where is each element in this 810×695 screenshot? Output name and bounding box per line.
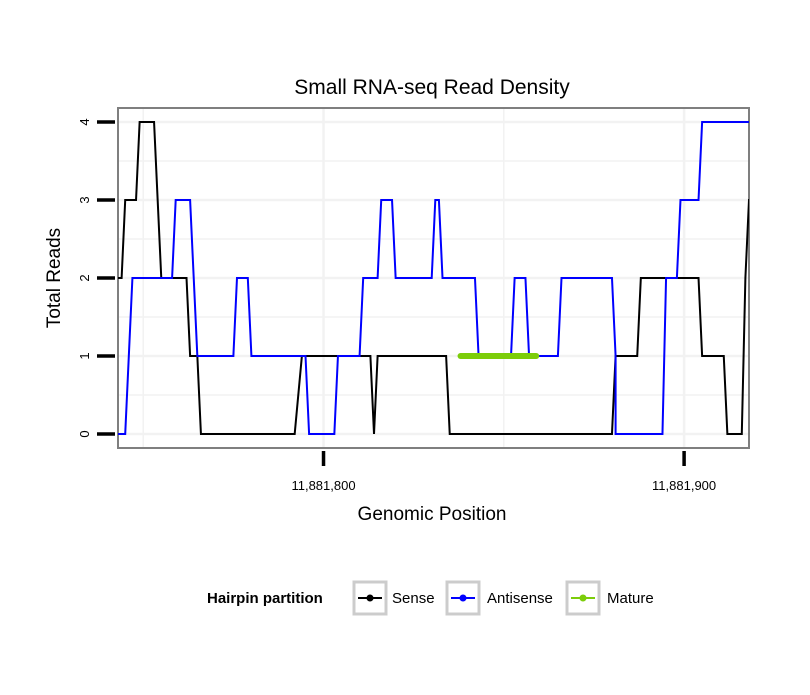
chart-title: Small RNA-seq Read Density	[294, 76, 570, 99]
series-layer	[118, 121, 749, 435]
y-tick-label: 1	[77, 352, 92, 359]
legend-item-sense: Sense	[352, 580, 435, 616]
series-line-antisense	[118, 121, 749, 435]
y-tick-label: 4	[77, 118, 92, 125]
y-tick-label: 0	[77, 430, 92, 437]
y-axis: 0 1 2 3 4	[77, 118, 115, 438]
legend-title: Hairpin partition	[207, 590, 323, 607]
x-tick-label: 11,881,900	[652, 478, 716, 493]
legend-label: Antisense	[487, 590, 553, 607]
x-tick-label: 11,881,800	[291, 478, 355, 493]
y-tick-label: 2	[77, 274, 92, 281]
legend-key-dot	[579, 594, 587, 602]
plot-area	[118, 121, 749, 435]
legend-item-antisense: Antisense	[445, 580, 553, 616]
legend-key-dot	[366, 594, 374, 602]
legend: Hairpin partition Sense Antisense Mature	[207, 580, 654, 616]
y-axis-label: Total Reads	[44, 228, 65, 328]
x-axis-label: Genomic Position	[358, 504, 507, 525]
y-tick-label: 3	[77, 196, 92, 203]
legend-item-mature: Mature	[565, 580, 654, 616]
legend-label: Mature	[607, 590, 654, 607]
legend-key-dot	[459, 594, 467, 602]
legend-label: Sense	[392, 590, 435, 607]
x-axis: 11,881,800 11,881,900	[291, 451, 716, 493]
series-line-sense	[118, 121, 749, 435]
